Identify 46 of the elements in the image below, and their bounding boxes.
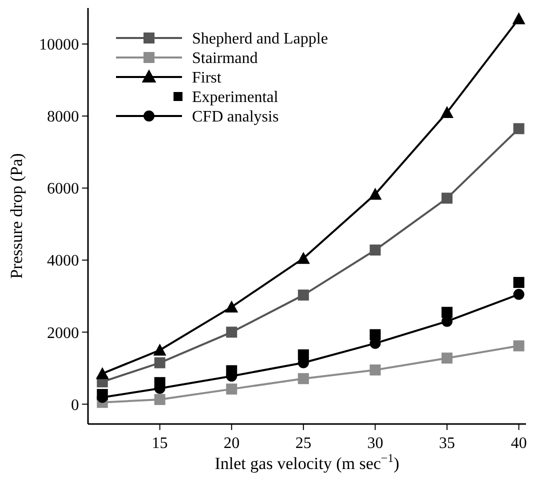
point	[512, 12, 526, 24]
point	[442, 306, 453, 318]
point	[96, 388, 108, 400]
x-tick-label: 15	[152, 435, 168, 452]
x-tick-label: 30	[367, 435, 384, 452]
point	[513, 276, 524, 288]
y-tick-label: 4000	[47, 252, 79, 270]
y-tick-label: 6000	[47, 180, 79, 198]
y-tick-label: 0	[71, 396, 79, 414]
y-tick-label: 10000	[39, 36, 79, 54]
point	[442, 352, 453, 364]
point	[225, 300, 238, 312]
x-axis-title: Inlet gas velocity (m sec$^{−1}$)	[214, 451, 400, 473]
point	[513, 123, 524, 134]
x-tick-label: 20	[224, 435, 240, 452]
point	[440, 106, 454, 118]
legend-label: First	[192, 70, 222, 87]
point	[226, 326, 238, 338]
x-tick-label: 25	[295, 435, 312, 452]
point	[153, 344, 166, 356]
point	[154, 357, 166, 368]
point	[296, 252, 310, 264]
point	[513, 340, 524, 352]
point	[96, 367, 109, 380]
point	[226, 365, 238, 376]
legend-label: CFD analysis	[192, 108, 279, 126]
point	[226, 384, 238, 395]
point	[513, 288, 524, 300]
y-tick-label: 2000	[47, 324, 79, 342]
point	[154, 394, 166, 406]
point	[368, 188, 382, 200]
point	[442, 192, 453, 204]
point	[370, 244, 381, 256]
legend-label: Stairmand	[192, 50, 258, 68]
x-tick-label: 35	[439, 435, 456, 452]
point	[298, 290, 309, 301]
legend-label: Experimental	[192, 89, 279, 106]
point	[370, 329, 381, 340]
point	[154, 377, 166, 388]
point	[298, 349, 309, 360]
y-axis-title: Pressure drop (Pa)	[7, 153, 26, 279]
point	[298, 373, 309, 384]
legend-label: Shepherd and Lapple	[192, 30, 328, 48]
x-tick-label: 40	[510, 435, 527, 452]
point	[370, 364, 381, 376]
y-tick-label: 8000	[47, 108, 79, 126]
